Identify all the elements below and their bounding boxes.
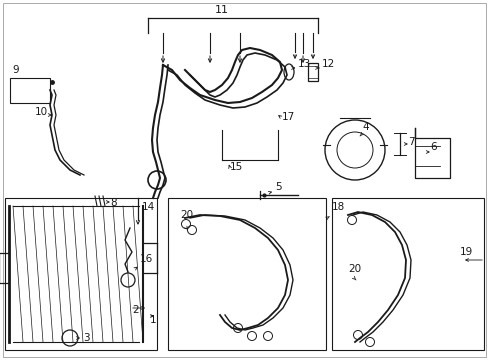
Bar — [307, 63, 317, 81]
Text: 11: 11 — [215, 5, 228, 15]
Text: 7: 7 — [407, 137, 414, 147]
Text: 15: 15 — [229, 162, 243, 172]
Text: 20: 20 — [180, 210, 193, 220]
Text: 4: 4 — [361, 122, 368, 132]
Bar — [10, 78, 50, 103]
Text: 9: 9 — [12, 65, 19, 75]
Text: 18: 18 — [331, 202, 345, 212]
Text: 1: 1 — [150, 315, 156, 325]
Text: 12: 12 — [321, 59, 335, 69]
Text: 14: 14 — [142, 202, 155, 212]
Text: 3: 3 — [83, 333, 89, 343]
Text: 8: 8 — [110, 198, 116, 208]
Text: 13: 13 — [297, 59, 311, 69]
Text: 20: 20 — [347, 264, 360, 274]
Bar — [331, 198, 483, 350]
Bar — [5, 198, 157, 350]
Text: 6: 6 — [429, 142, 436, 152]
Text: 2: 2 — [132, 305, 138, 315]
Text: 5: 5 — [274, 182, 281, 192]
Text: 10: 10 — [35, 107, 48, 117]
Bar — [168, 198, 325, 350]
Text: 16: 16 — [140, 254, 153, 264]
Text: 17: 17 — [282, 112, 295, 122]
Text: 19: 19 — [459, 247, 472, 257]
